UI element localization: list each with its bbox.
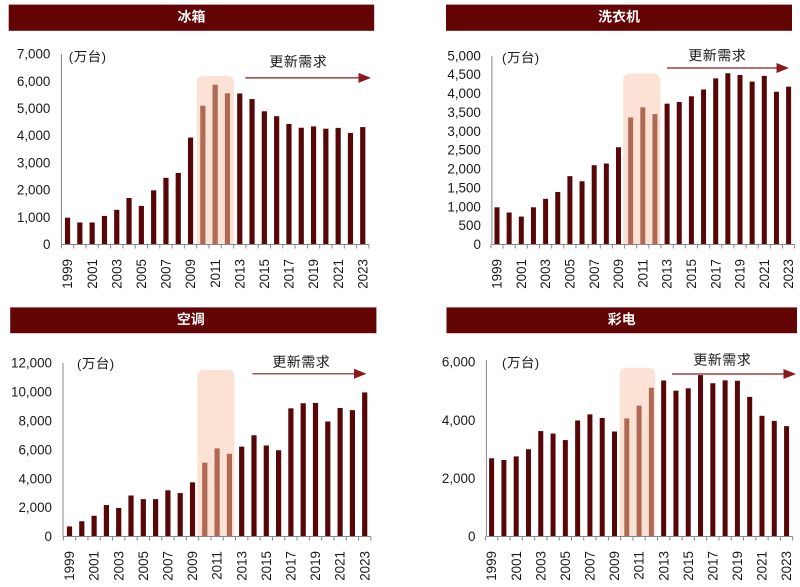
svg-text:3,500: 3,500 <box>447 105 481 120</box>
svg-text:2021: 2021 <box>333 551 348 581</box>
svg-text:2005: 2005 <box>558 551 573 581</box>
svg-text:2009: 2009 <box>185 551 200 581</box>
svg-text:2021: 2021 <box>755 551 770 581</box>
svg-text:2015: 2015 <box>259 551 274 581</box>
svg-text:2013: 2013 <box>656 551 671 581</box>
svg-text:1,500: 1,500 <box>447 181 481 196</box>
svg-text:2011: 2011 <box>210 551 225 580</box>
svg-text:(: ( <box>69 49 74 64</box>
svg-text:4,000: 4,000 <box>447 86 481 101</box>
svg-text:0: 0 <box>45 529 52 544</box>
svg-text:5,000: 5,000 <box>447 48 481 63</box>
svg-text:2005: 2005 <box>136 551 151 581</box>
svg-text:2017: 2017 <box>705 551 720 581</box>
svg-text:1999: 1999 <box>60 259 75 289</box>
svg-text:2003: 2003 <box>109 259 124 289</box>
svg-text:8,000: 8,000 <box>18 413 52 428</box>
svg-text:2017: 2017 <box>282 259 297 289</box>
svg-text:2021: 2021 <box>757 259 772 289</box>
svg-text:7,000: 7,000 <box>17 47 51 62</box>
svg-text:2003: 2003 <box>533 551 548 581</box>
svg-text:2009: 2009 <box>611 259 626 289</box>
svg-text:4,000: 4,000 <box>18 471 52 486</box>
svg-text:2005: 2005 <box>134 259 149 289</box>
svg-text:): ) <box>535 355 539 370</box>
svg-text:2015: 2015 <box>257 259 272 289</box>
svg-text:(: ( <box>502 50 507 65</box>
svg-text:2003: 2003 <box>111 551 126 581</box>
svg-text:2017: 2017 <box>284 551 299 581</box>
svg-text:2011: 2011 <box>635 259 650 288</box>
svg-text:2017: 2017 <box>708 259 723 289</box>
svg-text:2,500: 2,500 <box>447 143 481 158</box>
svg-text:1999: 1999 <box>62 551 77 581</box>
svg-text:2011: 2011 <box>208 259 223 288</box>
svg-text:0: 0 <box>473 237 480 252</box>
svg-text:0: 0 <box>468 529 475 544</box>
svg-text:2007: 2007 <box>587 259 602 289</box>
svg-text:1999: 1999 <box>484 551 499 581</box>
svg-text:2,000: 2,000 <box>17 183 51 198</box>
svg-text:2,000: 2,000 <box>442 471 476 486</box>
svg-text:(: ( <box>502 355 507 370</box>
svg-text:): ) <box>535 50 539 65</box>
svg-text:(: ( <box>77 356 82 371</box>
svg-text:2013: 2013 <box>660 259 675 289</box>
svg-text:2003: 2003 <box>538 259 553 289</box>
svg-text:): ) <box>110 356 114 371</box>
svg-text:4,000: 4,000 <box>17 128 51 143</box>
svg-text:2001: 2001 <box>87 551 102 581</box>
svg-text:4,500: 4,500 <box>447 67 481 82</box>
svg-text:2001: 2001 <box>514 259 529 289</box>
svg-text:2019: 2019 <box>730 551 745 581</box>
svg-text:2005: 2005 <box>563 259 578 289</box>
svg-text:6,000: 6,000 <box>442 355 476 370</box>
svg-text:2021: 2021 <box>331 259 346 289</box>
svg-text:6,000: 6,000 <box>18 442 52 457</box>
svg-text:1999: 1999 <box>490 259 505 289</box>
svg-text:4,000: 4,000 <box>442 413 476 428</box>
svg-text:3,000: 3,000 <box>447 124 481 139</box>
svg-text:2011: 2011 <box>632 551 647 580</box>
svg-text:2007: 2007 <box>161 551 176 581</box>
svg-text:0: 0 <box>43 237 50 252</box>
svg-text:2023: 2023 <box>781 259 796 289</box>
svg-text:2001: 2001 <box>509 551 524 581</box>
svg-text:2019: 2019 <box>733 259 748 289</box>
svg-text:1,000: 1,000 <box>447 199 481 214</box>
svg-text:2013: 2013 <box>232 259 247 289</box>
svg-text:2001: 2001 <box>85 259 100 289</box>
svg-text:2,000: 2,000 <box>18 500 52 515</box>
svg-text:2015: 2015 <box>681 551 696 581</box>
svg-text:2007: 2007 <box>583 551 598 581</box>
svg-text:2007: 2007 <box>159 259 174 289</box>
svg-text:2019: 2019 <box>306 259 321 289</box>
svg-text:2023: 2023 <box>779 551 794 581</box>
svg-text:2,000: 2,000 <box>447 162 481 177</box>
svg-text:2023: 2023 <box>355 259 370 289</box>
svg-text:3,000: 3,000 <box>17 156 51 171</box>
svg-text:1,000: 1,000 <box>17 210 51 225</box>
svg-text:2023: 2023 <box>357 551 372 581</box>
svg-text:12,000: 12,000 <box>11 356 52 371</box>
svg-text:): ) <box>102 49 106 64</box>
svg-text:5,000: 5,000 <box>17 101 51 116</box>
svg-text:2015: 2015 <box>684 259 699 289</box>
svg-text:2019: 2019 <box>308 551 323 581</box>
svg-text:2013: 2013 <box>234 551 249 581</box>
svg-text:2009: 2009 <box>183 259 198 289</box>
svg-text:6,000: 6,000 <box>17 74 51 89</box>
svg-text:2009: 2009 <box>607 551 622 581</box>
svg-text:500: 500 <box>459 218 481 233</box>
svg-text:10,000: 10,000 <box>11 385 52 400</box>
